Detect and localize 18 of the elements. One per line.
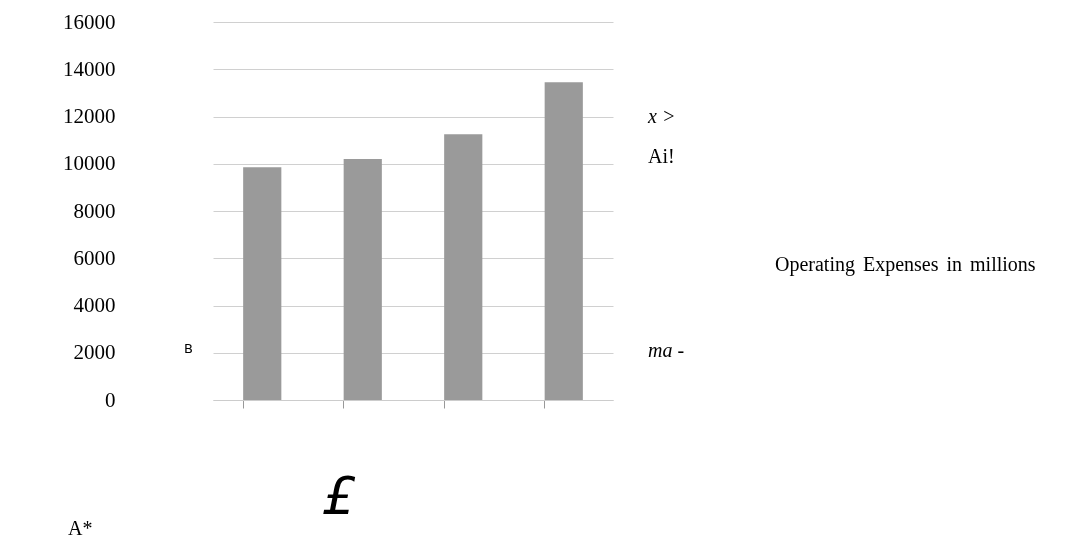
text: £: [322, 466, 356, 526]
y-tick-label: 2000: [73, 340, 116, 365]
text: A*: [68, 517, 93, 539]
text: B: [184, 341, 193, 356]
y-tick-label: 10000: [63, 151, 116, 176]
y-tick-label: 16000: [63, 9, 116, 34]
bar: [544, 82, 583, 400]
y-tick-label: 6000: [73, 245, 116, 270]
y-tick-label: 12000: [63, 104, 116, 128]
text: Ai!: [648, 145, 675, 167]
bar: [343, 159, 382, 400]
y-tick-label: 8000: [73, 198, 116, 223]
y-tick-label: 14000: [63, 56, 116, 81]
y-tick-label: 4000: [73, 293, 116, 317]
y-tick-label: 0: [105, 387, 116, 412]
text: x >: [648, 105, 676, 127]
text: ma -: [648, 339, 685, 361]
text: Operating Expenses in millions: [775, 252, 1037, 277]
